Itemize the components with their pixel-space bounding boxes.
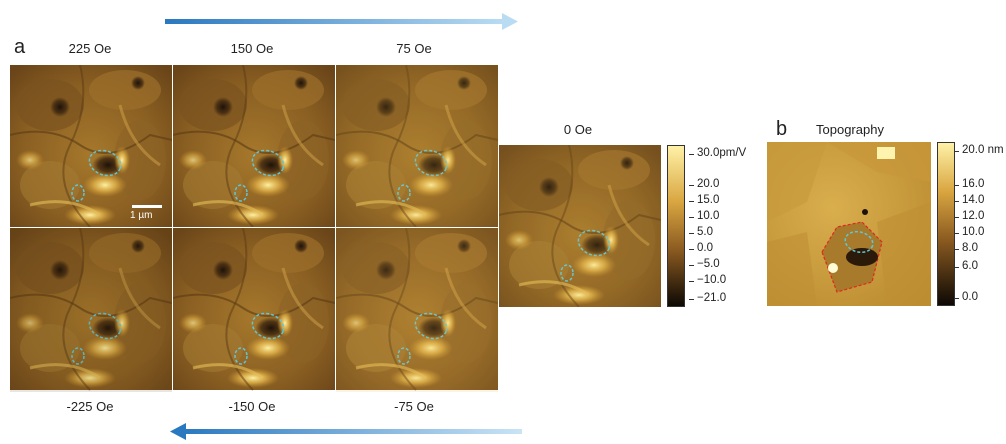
- topography-title: Topography: [816, 122, 884, 137]
- pfm-image-neg225: [10, 228, 172, 392]
- colorbar-tick: 5.0: [689, 226, 713, 238]
- field-label-neg225: -225 Oe: [66, 399, 114, 414]
- pfm-image-neg75: [336, 228, 498, 392]
- colorbar-tick: 12.0: [953, 210, 985, 222]
- scale-bar: [132, 205, 162, 208]
- field-label-neg150: -150 Oe: [228, 399, 276, 414]
- colorbar-unit: pm/V: [719, 147, 747, 159]
- colorbar-tick: 30.0pm/V: [688, 147, 747, 159]
- colorbar-tick: 14.0: [953, 194, 985, 206]
- colorbar-topography: [937, 142, 955, 306]
- colorbar-tick: −5.0: [689, 258, 720, 270]
- pfm-image-neg150: [173, 228, 335, 392]
- colorbar-unit: nm: [987, 144, 1004, 156]
- colorbar-tick: 10.0: [953, 226, 985, 238]
- field-label-225: 225 Oe: [68, 41, 112, 56]
- field-label-75: 75 Oe: [396, 41, 432, 56]
- colorbar-tick: −21.0: [688, 292, 727, 304]
- colorbar-piezo: [667, 145, 685, 307]
- pfm-image-225: [10, 65, 172, 227]
- field-sweep-arrow-right: [165, 13, 518, 30]
- pfm-image-75: [336, 65, 498, 227]
- topography-image: [767, 142, 931, 306]
- colorbar-tick: −10.0: [688, 274, 727, 286]
- colorbar-tick: 8.0: [954, 242, 978, 254]
- colorbar-tick: 16.0: [953, 178, 985, 190]
- colorbar-tick: 20.0: [688, 178, 720, 190]
- panel-letter-b: b: [776, 118, 788, 140]
- field-label-0: 0 Oe: [563, 122, 593, 137]
- field-label-150: 150 Oe: [230, 41, 274, 56]
- field-sweep-arrow-left: [170, 423, 522, 440]
- colorbar-tick: 20.0 nm: [954, 144, 1004, 156]
- colorbar-tick: 6.0: [954, 260, 978, 272]
- panel-letter-a: a: [14, 36, 26, 58]
- colorbar-tick: 10.0: [688, 210, 720, 222]
- colorbar-tick: 0.0: [689, 242, 713, 254]
- field-label-neg75: -75 Oe: [394, 399, 434, 414]
- colorbar-tick: 0.0: [954, 291, 978, 303]
- pfm-image-150: [173, 65, 335, 227]
- colorbar-tick: 15.0: [688, 194, 720, 206]
- scale-bar-label: 1 µm: [130, 210, 153, 221]
- pfm-image-0: [499, 145, 661, 307]
